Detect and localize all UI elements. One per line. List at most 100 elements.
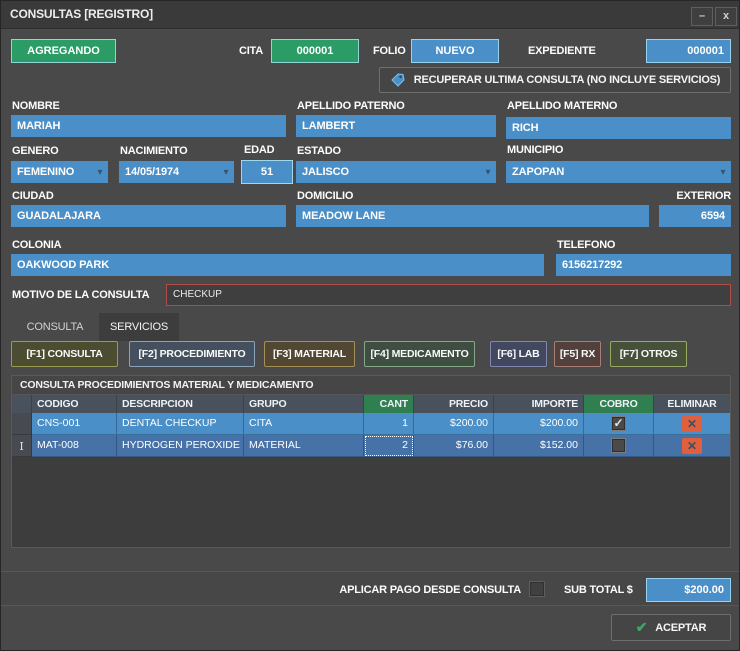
header-descripcion[interactable]: DESCRIPCION xyxy=(117,395,244,413)
cell-importe[interactable]: $200.00 xyxy=(494,413,584,435)
f7-otros-button[interactable]: [F7] OTROS xyxy=(610,341,687,367)
chevron-down-icon: ▾ xyxy=(223,166,229,178)
cobro-checkbox-unchecked[interactable] xyxy=(611,438,626,453)
nombre-label: NOMBRE xyxy=(12,100,60,112)
cell-codigo[interactable]: MAT-008 xyxy=(32,435,117,457)
cell-grupo[interactable]: CITA xyxy=(244,413,364,435)
cell-descripcion[interactable]: HYDROGEN PEROXIDE xyxy=(117,435,244,457)
domicilio-input[interactable]: MEADOW LANE xyxy=(296,205,649,227)
apellido-materno-label: APELLIDO MATERNO xyxy=(507,100,618,112)
municipio-label: MUNICIPIO xyxy=(507,144,564,156)
header-codigo[interactable]: CODIGO xyxy=(32,395,117,413)
nacimiento-value: 14/05/1974 xyxy=(125,166,180,178)
cell-eliminar: ✕ xyxy=(654,435,730,457)
services-grid-panel: CONSULTA PROCEDIMIENTOS MATERIAL Y MEDIC… xyxy=(11,375,731,548)
header-precio[interactable]: PRECIO xyxy=(414,395,494,413)
aceptar-button[interactable]: ✔ ACEPTAR xyxy=(611,614,731,641)
exterior-label: EXTERIOR xyxy=(676,190,731,202)
expediente-value[interactable]: 000001 xyxy=(646,39,731,63)
delete-row-icon[interactable]: ✕ xyxy=(682,415,702,432)
window-title: CONSULTAS [REGISTRO] xyxy=(10,7,153,21)
chevron-down-icon: ▾ xyxy=(720,166,726,178)
cobro-checkbox-checked[interactable]: ✓ xyxy=(611,416,626,431)
cell-cant[interactable]: 1 xyxy=(364,413,414,435)
nacimiento-label: NACIMIENTO xyxy=(120,145,188,157)
cell-precio[interactable]: $76.00 xyxy=(414,435,494,457)
estado-select[interactable]: JALISCO ▾ xyxy=(296,161,496,183)
genero-select[interactable]: FEMENINO ▾ xyxy=(11,161,108,183)
subtotal-label: SUB TOTAL $ xyxy=(564,584,633,596)
genero-label: GENERO xyxy=(12,145,59,157)
telefono-input[interactable]: 6156217292 xyxy=(556,254,731,276)
estado-label: ESTADO xyxy=(297,145,341,157)
cita-label: CITA xyxy=(238,45,263,57)
subtotal-value[interactable]: $200.00 xyxy=(646,578,731,602)
minimize-button[interactable]: – xyxy=(691,7,713,26)
aplicar-pago-label: APLICAR PAGO DESDE CONSULTA xyxy=(339,584,521,596)
ciudad-label: CIUDAD xyxy=(12,190,54,202)
apellido-paterno-label: APELLIDO PATERNO xyxy=(297,100,405,112)
recuperar-ultima-consulta-button[interactable]: RECUPERAR ULTIMA CONSULTA (NO INCLUYE SE… xyxy=(379,67,731,93)
cell-cobro: ✓ xyxy=(584,413,654,435)
genero-value: FEMENINO xyxy=(17,166,75,178)
exterior-input[interactable]: 6594 xyxy=(659,205,731,227)
cell-importe[interactable]: $152.00 xyxy=(494,435,584,457)
row-edit-indicator-icon: I xyxy=(19,440,24,453)
motivo-input[interactable]: CHECKUP xyxy=(166,284,731,306)
mode-status-badge: AGREGANDO xyxy=(11,39,116,63)
subtotal-strip xyxy=(1,571,739,606)
ciudad-input[interactable]: GUADALAJARA xyxy=(11,205,286,227)
header-grupo[interactable]: GRUPO xyxy=(244,395,364,413)
domicilio-label: DOMICILIO xyxy=(297,190,354,202)
header-row-selector xyxy=(12,395,32,413)
grid-group-header: CONSULTA PROCEDIMIENTOS MATERIAL Y MEDIC… xyxy=(12,376,730,395)
grid-empty-area xyxy=(12,457,730,547)
header-eliminar[interactable]: ELIMINAR xyxy=(667,398,717,410)
tab-servicios[interactable]: SERVICIOS xyxy=(99,313,179,341)
f5-rx-button[interactable]: [F5] RX xyxy=(554,341,601,367)
colonia-input[interactable]: OAKWOOD PARK xyxy=(11,254,544,276)
table-row: CNS-001 DENTAL CHECKUP CITA 1 $200.00 $2… xyxy=(12,413,730,435)
colonia-label: COLONIA xyxy=(12,239,62,251)
chevron-down-icon: ▾ xyxy=(97,166,103,178)
header-cant[interactable]: CANT xyxy=(364,395,414,413)
delete-row-icon[interactable]: ✕ xyxy=(682,437,702,454)
header-cobro[interactable]: COBRO xyxy=(584,395,654,413)
cell-cant-selected[interactable]: 2 xyxy=(364,435,414,457)
close-button[interactable]: x xyxy=(715,7,737,26)
nombre-input[interactable]: MARIAH xyxy=(11,115,286,137)
edad-field[interactable]: 51 xyxy=(241,160,293,184)
municipio-value: ZAPOPAN xyxy=(512,166,565,178)
motivo-label: MOTIVO DE LA CONSULTA xyxy=(12,289,150,301)
aceptar-button-label: ACEPTAR xyxy=(655,621,707,634)
row-selector-cell[interactable]: I xyxy=(12,435,32,457)
folio-label: FOLIO xyxy=(373,45,406,57)
header-importe[interactable]: IMPORTE xyxy=(494,395,584,413)
cell-codigo[interactable]: CNS-001 xyxy=(32,413,117,435)
f4-medicamento-button[interactable]: [F4] MEDICAMENTO xyxy=(364,341,475,367)
title-bar[interactable]: CONSULTAS [REGISTRO] – x xyxy=(1,1,739,29)
apellido-paterno-input[interactable]: LAMBERT xyxy=(296,115,496,137)
cell-eliminar: ✕ xyxy=(654,413,730,435)
f2-procedimiento-button[interactable]: [F2] PROCEDIMIENTO xyxy=(129,341,255,367)
tab-consulta[interactable]: CONSULTA xyxy=(26,321,84,333)
folio-value[interactable]: NUEVO xyxy=(411,39,499,63)
minimize-icon: – xyxy=(698,10,706,22)
chevron-down-icon: ▾ xyxy=(485,166,491,178)
cell-descripcion[interactable]: DENTAL CHECKUP xyxy=(117,413,244,435)
cell-grupo[interactable]: MATERIAL xyxy=(244,435,364,457)
cell-precio[interactable]: $200.00 xyxy=(414,413,494,435)
aplicar-pago-checkbox[interactable] xyxy=(529,581,545,597)
nacimiento-select[interactable]: 14/05/1974 ▾ xyxy=(119,161,234,183)
f3-material-button[interactable]: [F3] MATERIAL xyxy=(264,341,355,367)
table-row: I MAT-008 HYDROGEN PEROXIDE MATERIAL 2 $… xyxy=(12,435,730,457)
close-icon: x xyxy=(722,10,730,22)
f6-lab-button[interactable]: [F6] LAB xyxy=(490,341,547,367)
apellido-materno-input[interactable]: RICH xyxy=(506,117,731,139)
cita-value[interactable]: 000001 xyxy=(271,39,359,63)
municipio-select[interactable]: ZAPOPAN ▾ xyxy=(506,161,731,183)
estado-value: JALISCO xyxy=(302,166,349,178)
f1-consulta-button[interactable]: [F1] CONSULTA xyxy=(11,341,118,367)
row-selector-cell[interactable] xyxy=(12,413,32,435)
